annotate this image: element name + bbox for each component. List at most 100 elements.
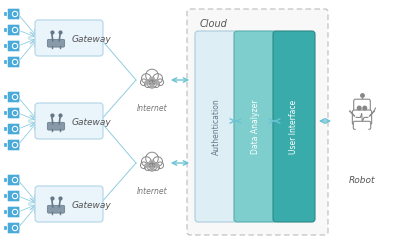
Circle shape <box>11 192 19 200</box>
Circle shape <box>14 226 16 229</box>
Circle shape <box>12 27 18 33</box>
FancyBboxPatch shape <box>8 191 20 201</box>
Circle shape <box>358 106 361 110</box>
Circle shape <box>14 195 16 198</box>
Circle shape <box>14 112 16 114</box>
Circle shape <box>360 127 364 131</box>
Text: Robot: Robot <box>349 176 375 185</box>
Circle shape <box>157 79 164 86</box>
Circle shape <box>153 74 162 83</box>
Circle shape <box>12 95 18 100</box>
Circle shape <box>140 79 147 86</box>
FancyBboxPatch shape <box>47 205 65 213</box>
Circle shape <box>11 58 19 66</box>
FancyBboxPatch shape <box>8 123 20 134</box>
Circle shape <box>156 81 159 85</box>
Bar <box>4 226 7 230</box>
Circle shape <box>14 128 16 130</box>
Bar <box>4 194 7 198</box>
Circle shape <box>149 77 155 83</box>
Text: Gateway: Gateway <box>72 35 112 43</box>
Circle shape <box>364 127 368 131</box>
Circle shape <box>140 162 147 169</box>
Circle shape <box>11 42 19 50</box>
FancyBboxPatch shape <box>352 110 372 125</box>
Bar <box>4 44 7 48</box>
FancyBboxPatch shape <box>195 31 237 222</box>
Bar <box>4 178 7 182</box>
Circle shape <box>156 164 159 167</box>
Circle shape <box>12 126 18 131</box>
Text: Data Analyzer: Data Analyzer <box>250 99 260 154</box>
Circle shape <box>11 109 19 117</box>
Bar <box>4 143 7 147</box>
Circle shape <box>144 81 151 87</box>
Circle shape <box>356 127 360 131</box>
FancyBboxPatch shape <box>8 107 20 119</box>
FancyBboxPatch shape <box>35 103 103 139</box>
Circle shape <box>14 44 16 47</box>
Circle shape <box>153 157 162 166</box>
Circle shape <box>11 125 19 133</box>
Circle shape <box>12 11 18 17</box>
Circle shape <box>363 106 366 110</box>
Circle shape <box>14 29 16 31</box>
Text: Gateway: Gateway <box>72 118 112 127</box>
Circle shape <box>11 141 19 149</box>
Circle shape <box>12 60 18 65</box>
Bar <box>4 111 7 115</box>
Circle shape <box>11 10 19 18</box>
Circle shape <box>11 26 19 34</box>
Text: Gateway: Gateway <box>72 200 112 209</box>
Circle shape <box>149 160 155 166</box>
Circle shape <box>153 81 160 87</box>
Text: User Interface: User Interface <box>290 99 298 154</box>
FancyBboxPatch shape <box>187 9 328 235</box>
Bar <box>4 28 7 32</box>
FancyBboxPatch shape <box>35 20 103 56</box>
Circle shape <box>12 111 18 115</box>
FancyBboxPatch shape <box>8 57 20 68</box>
FancyBboxPatch shape <box>8 139 20 150</box>
Circle shape <box>11 208 19 216</box>
FancyBboxPatch shape <box>35 186 103 222</box>
FancyBboxPatch shape <box>8 9 20 19</box>
Circle shape <box>147 162 157 171</box>
Circle shape <box>11 93 19 101</box>
Circle shape <box>150 84 154 87</box>
FancyBboxPatch shape <box>353 121 371 129</box>
Circle shape <box>146 152 158 165</box>
Circle shape <box>12 193 18 199</box>
FancyBboxPatch shape <box>47 39 65 47</box>
Circle shape <box>12 142 18 148</box>
Circle shape <box>144 164 151 171</box>
Circle shape <box>12 177 18 182</box>
Circle shape <box>14 61 16 63</box>
Circle shape <box>12 43 18 49</box>
Text: Cloud: Cloud <box>200 19 228 29</box>
Circle shape <box>11 176 19 184</box>
Bar <box>4 210 7 214</box>
FancyBboxPatch shape <box>8 92 20 103</box>
Circle shape <box>14 211 16 213</box>
FancyBboxPatch shape <box>354 99 370 113</box>
Bar <box>4 12 7 16</box>
Circle shape <box>150 167 154 171</box>
Circle shape <box>145 164 148 167</box>
Circle shape <box>14 144 16 147</box>
Circle shape <box>147 78 157 88</box>
Text: Internet: Internet <box>137 187 167 196</box>
Text: Authentication: Authentication <box>212 98 220 155</box>
Circle shape <box>145 81 148 85</box>
FancyBboxPatch shape <box>8 25 20 35</box>
FancyBboxPatch shape <box>47 122 65 130</box>
Circle shape <box>14 13 16 16</box>
Bar <box>4 60 7 64</box>
FancyBboxPatch shape <box>8 207 20 217</box>
Circle shape <box>146 69 158 82</box>
Bar <box>4 127 7 131</box>
Circle shape <box>14 179 16 182</box>
FancyBboxPatch shape <box>8 41 20 52</box>
Circle shape <box>157 162 164 169</box>
Circle shape <box>14 95 16 98</box>
